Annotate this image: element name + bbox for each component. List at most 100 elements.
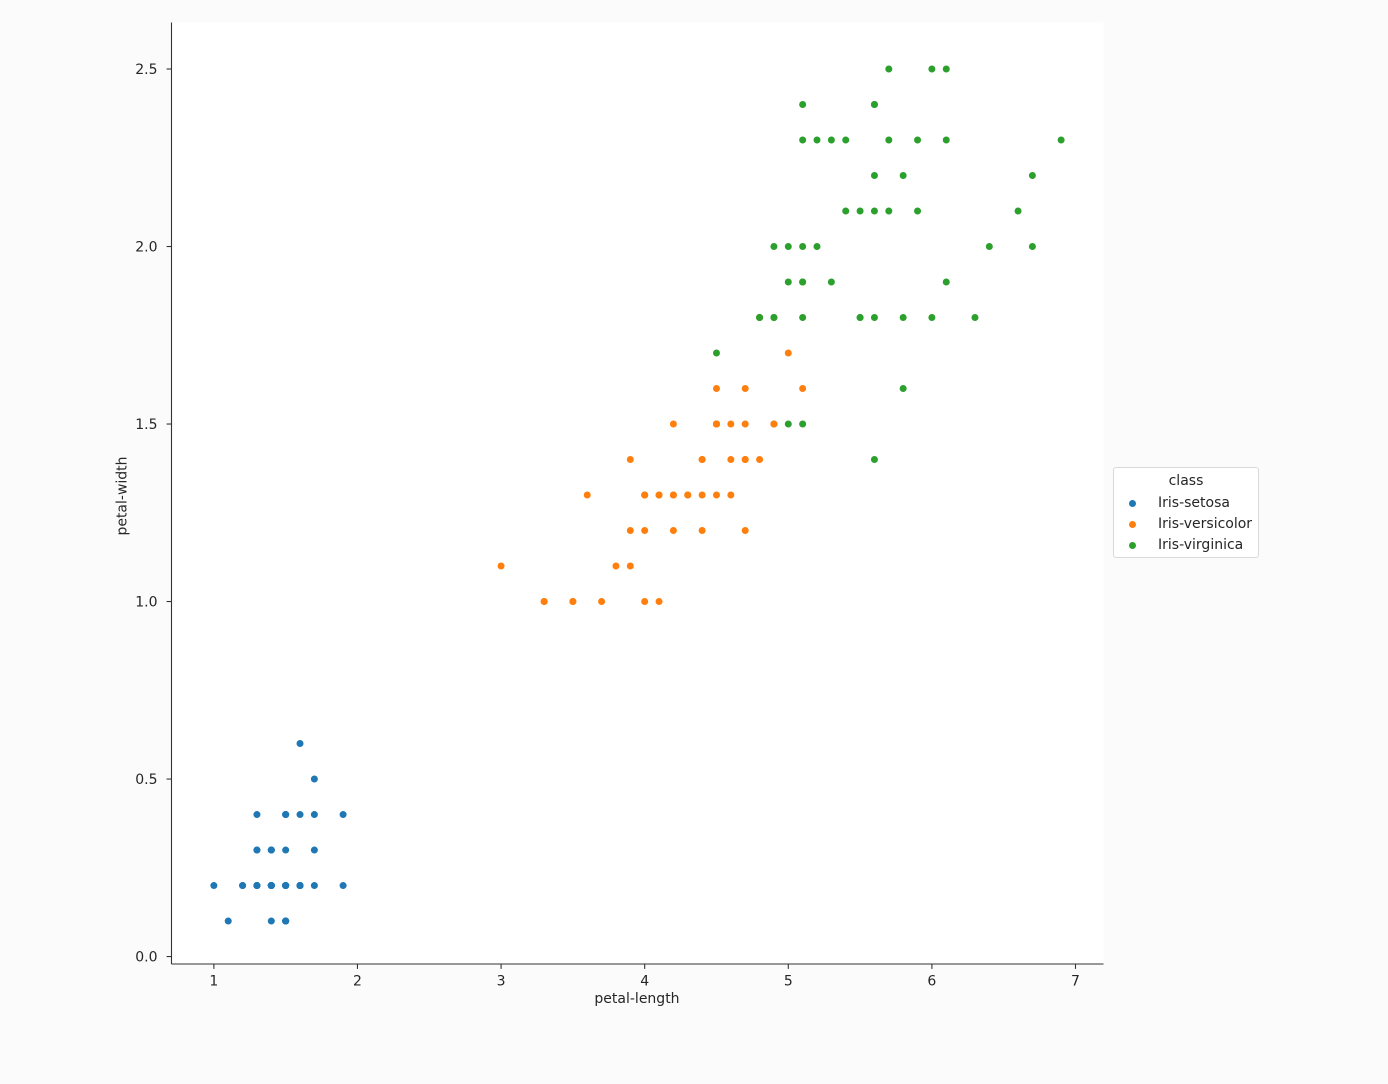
data-point-iris-virginica (870, 314, 878, 322)
data-point-iris-virginica (1057, 136, 1065, 144)
data-point-iris-versicolor (698, 527, 706, 535)
legend: class Iris-setosa Iris-versicolor Iris-v… (1113, 467, 1259, 558)
data-point-iris-virginica (1028, 243, 1036, 251)
data-point-iris-setosa (282, 811, 290, 819)
data-point-iris-setosa (253, 811, 261, 819)
data-point-iris-setosa (339, 811, 347, 819)
data-point-iris-versicolor (741, 420, 749, 428)
data-point-iris-virginica (914, 207, 922, 215)
data-point-iris-versicolor (497, 562, 505, 570)
data-point-iris-setosa (210, 882, 218, 890)
legend-item-iris-virginica: Iris-virginica (1114, 535, 1258, 556)
data-point-iris-versicolor (684, 491, 692, 499)
data-point-iris-versicolor (598, 598, 606, 606)
data-point-iris-versicolor (698, 456, 706, 464)
data-point-iris-versicolor (626, 456, 634, 464)
data-point-iris-versicolor (569, 598, 577, 606)
data-point-iris-virginica (885, 207, 893, 215)
x-tick-label: 3 (497, 974, 506, 990)
data-point-iris-virginica (899, 314, 907, 322)
data-point-iris-setosa (282, 917, 290, 925)
data-point-iris-virginica (799, 101, 807, 109)
data-point-iris-versicolor (741, 385, 749, 393)
data-point-iris-virginica (870, 101, 878, 109)
data-point-iris-virginica (928, 314, 936, 322)
data-point-iris-versicolor (641, 527, 649, 535)
y-tick-label: 1.5 (135, 417, 157, 433)
y-tick-label: 2.0 (135, 240, 157, 256)
data-point-iris-versicolor (784, 349, 792, 357)
x-tick-label: 4 (640, 974, 649, 990)
legend-marker-iris-versicolor-icon (1128, 521, 1136, 528)
data-point-iris-versicolor (770, 420, 778, 428)
data-point-iris-virginica (770, 243, 778, 251)
data-point-iris-setosa (310, 882, 318, 890)
data-point-iris-versicolor (727, 420, 735, 428)
data-point-iris-versicolor (626, 562, 634, 570)
y-tick-label: 2.5 (135, 62, 157, 78)
data-point-iris-setosa (267, 882, 275, 890)
x-axis-label: petal-length (594, 991, 680, 1007)
data-point-iris-setosa (296, 811, 304, 819)
data-point-iris-versicolor (669, 420, 677, 428)
data-point-iris-virginica (1014, 207, 1022, 215)
legend-item-label: Iris-virginica (1158, 537, 1244, 553)
data-point-iris-versicolor (540, 598, 548, 606)
data-point-iris-virginica (813, 243, 821, 251)
data-point-iris-virginica (784, 243, 792, 251)
data-point-iris-virginica (842, 207, 850, 215)
data-point-iris-versicolor (799, 385, 807, 393)
data-point-iris-virginica (827, 136, 835, 144)
data-point-iris-virginica (870, 172, 878, 180)
axes-background (171, 22, 1104, 964)
data-point-iris-virginica (928, 65, 936, 73)
data-point-iris-virginica (942, 136, 950, 144)
data-point-iris-virginica (712, 349, 720, 357)
legend-title: class (1168, 473, 1204, 489)
data-point-iris-versicolor (727, 491, 735, 499)
data-point-iris-versicolor (712, 420, 720, 428)
legend-item-label: Iris-versicolor (1158, 516, 1253, 532)
y-tick-label: 0.5 (135, 772, 157, 788)
data-point-iris-versicolor (741, 456, 749, 464)
data-point-iris-virginica (885, 65, 893, 73)
data-point-iris-setosa (267, 917, 275, 925)
legend-item-iris-setosa: Iris-setosa (1114, 493, 1258, 514)
data-point-iris-versicolor (712, 385, 720, 393)
data-point-iris-versicolor (669, 491, 677, 499)
data-point-iris-virginica (942, 65, 950, 73)
data-point-iris-versicolor (669, 527, 677, 535)
data-point-iris-virginica (1028, 172, 1036, 180)
data-point-iris-setosa (253, 882, 261, 890)
data-point-iris-versicolor (756, 456, 764, 464)
x-tick-label: 7 (1071, 974, 1080, 990)
data-point-iris-setosa (282, 846, 290, 854)
y-tick-label: 0.0 (135, 950, 157, 966)
data-point-iris-versicolor (583, 491, 591, 499)
data-point-iris-virginica (799, 243, 807, 251)
y-axis-label: petal-width (114, 456, 131, 536)
data-point-iris-virginica (856, 207, 864, 215)
data-point-iris-virginica (784, 278, 792, 286)
data-point-iris-virginica (799, 420, 807, 428)
data-point-iris-setosa (224, 917, 232, 925)
legend-item-iris-versicolor: Iris-versicolor (1114, 514, 1258, 535)
data-point-iris-setosa (310, 811, 318, 819)
data-point-iris-virginica (842, 136, 850, 144)
data-point-iris-setosa (239, 882, 247, 890)
data-point-iris-setosa (296, 740, 304, 748)
data-point-iris-setosa (267, 846, 275, 854)
data-point-iris-virginica (813, 136, 821, 144)
data-point-iris-virginica (885, 136, 893, 144)
data-point-iris-virginica (899, 172, 907, 180)
data-point-iris-versicolor (712, 491, 720, 499)
data-point-iris-setosa (310, 775, 318, 783)
data-point-iris-versicolor (641, 491, 649, 499)
data-point-iris-versicolor (626, 527, 634, 535)
data-point-iris-virginica (914, 136, 922, 144)
legend-marker-iris-setosa-icon (1128, 500, 1136, 507)
data-point-iris-virginica (799, 278, 807, 286)
data-point-iris-virginica (799, 136, 807, 144)
data-point-iris-virginica (799, 314, 807, 322)
